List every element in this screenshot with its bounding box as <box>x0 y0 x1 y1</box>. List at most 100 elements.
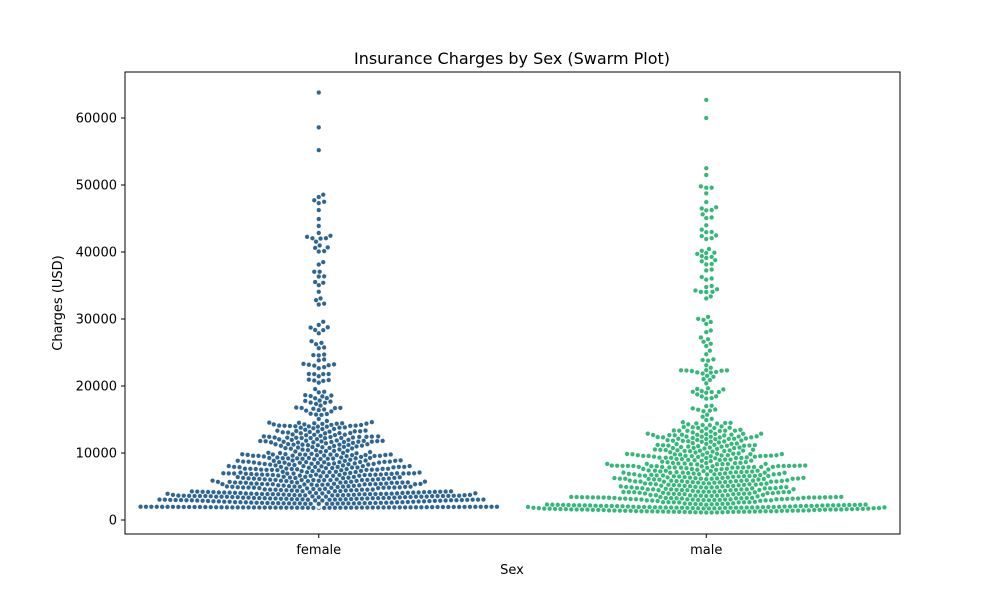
swarm-point-male <box>628 508 634 514</box>
swarm-point-male <box>703 199 709 205</box>
swarm-point-male <box>683 453 688 459</box>
swarm-point-female <box>367 455 373 461</box>
swarm-point-male <box>666 509 671 515</box>
swarm-point-female <box>271 421 277 427</box>
swarm-point-female <box>318 433 323 439</box>
swarm-point-male <box>744 477 750 483</box>
swarm-point-male <box>693 509 698 515</box>
swarm-point-female <box>307 429 313 435</box>
swarm-point-male <box>653 481 659 487</box>
swarm-point-female <box>308 501 314 507</box>
swarm-point-male <box>803 503 809 509</box>
swarm-point-male <box>560 502 566 508</box>
swarm-point-female <box>316 478 322 484</box>
swarm-point-male <box>700 357 706 363</box>
swarm-point-female <box>181 493 187 499</box>
swarm-point-male <box>746 464 751 470</box>
swarm-point-female <box>297 473 303 479</box>
swarm-point-female <box>302 452 308 458</box>
swarm-point-male <box>704 465 710 471</box>
swarm-point-female <box>320 378 326 384</box>
swarm-point-female <box>383 491 389 497</box>
swarm-point-male <box>693 288 698 293</box>
swarm-point-female <box>240 459 246 465</box>
swarm-point-male <box>711 505 717 511</box>
swarm-point-female <box>262 505 268 510</box>
swarm-point-male <box>770 490 776 496</box>
swarm-point-female <box>311 378 317 383</box>
swarm-point-male <box>671 428 677 433</box>
swarm-point-female <box>308 411 314 417</box>
swarm-point-female <box>335 501 341 506</box>
swarm-point-female <box>445 504 451 510</box>
swarm-point-male <box>841 502 847 508</box>
swarm-point-male <box>695 497 701 503</box>
swarm-point-female <box>462 504 467 510</box>
swarm-point-male <box>693 484 698 490</box>
swarm-point-male <box>786 463 792 469</box>
swarm-point-male <box>752 454 758 460</box>
swarm-point-female <box>227 499 233 505</box>
swarm-point-female <box>350 440 356 446</box>
swarm-point-male <box>708 468 714 474</box>
swarm-point-female <box>387 459 393 465</box>
swarm-point-female <box>328 452 333 457</box>
swarm-point-female <box>386 485 392 491</box>
swarm-point-female <box>328 477 333 483</box>
swarm-point-female <box>326 461 332 467</box>
swarm-point-female <box>337 496 343 502</box>
swarm-point-male <box>743 436 749 441</box>
swarm-point-female <box>159 504 165 510</box>
swarm-point-male <box>693 475 698 481</box>
swarm-point-female <box>339 420 345 426</box>
swarm-point-male <box>720 493 725 498</box>
swarm-point-female <box>397 494 403 500</box>
swarm-point-female <box>237 499 243 505</box>
swarm-point-male <box>712 436 718 442</box>
swarm-point-male <box>781 463 787 469</box>
swarm-point-female <box>283 466 289 471</box>
swarm-point-male <box>663 468 669 474</box>
swarm-point-female <box>381 476 386 482</box>
y-tick-label: 0 <box>109 514 117 529</box>
swarm-point-male <box>639 508 644 514</box>
swarm-point-male <box>811 507 817 513</box>
swarm-point-female <box>346 475 351 481</box>
swarm-point-female <box>407 463 413 469</box>
swarm-point-female <box>311 456 317 462</box>
swarm-point-female <box>256 460 262 466</box>
swarm-point-female <box>294 505 300 511</box>
swarm-point-male <box>654 463 660 469</box>
swarm-point-female <box>283 487 289 493</box>
swarm-point-female <box>378 472 384 477</box>
swarm-point-male <box>687 448 693 454</box>
swarm-point-male <box>882 504 887 510</box>
swarm-point-female <box>318 456 323 462</box>
swarm-point-female <box>319 498 325 503</box>
swarm-point-female <box>246 485 251 490</box>
swarm-point-male <box>623 484 629 490</box>
swarm-point-female <box>328 393 334 398</box>
swarm-point-female <box>259 500 265 506</box>
swarm-point-female <box>295 440 301 445</box>
swarm-point-female <box>189 497 195 503</box>
swarm-point-female <box>278 464 284 470</box>
swarm-point-female <box>302 392 308 398</box>
swarm-point-female <box>343 505 349 511</box>
swarm-point-female <box>424 494 430 500</box>
swarm-point-male <box>802 463 808 468</box>
swarm-point-male <box>636 464 642 470</box>
swarm-point-male <box>708 429 714 434</box>
swarm-point-male <box>682 509 688 515</box>
swarm-point-female <box>286 492 292 498</box>
swarm-point-female <box>338 435 344 441</box>
swarm-point-male <box>667 470 673 476</box>
swarm-point-male <box>699 205 705 211</box>
swarm-point-female <box>314 436 320 442</box>
swarm-point-female <box>369 434 375 440</box>
swarm-point-male <box>733 505 739 511</box>
swarm-point-female <box>284 435 290 441</box>
swarm-point-female <box>300 505 305 511</box>
swarm-point-female <box>386 495 392 501</box>
swarm-point-female <box>365 462 371 468</box>
